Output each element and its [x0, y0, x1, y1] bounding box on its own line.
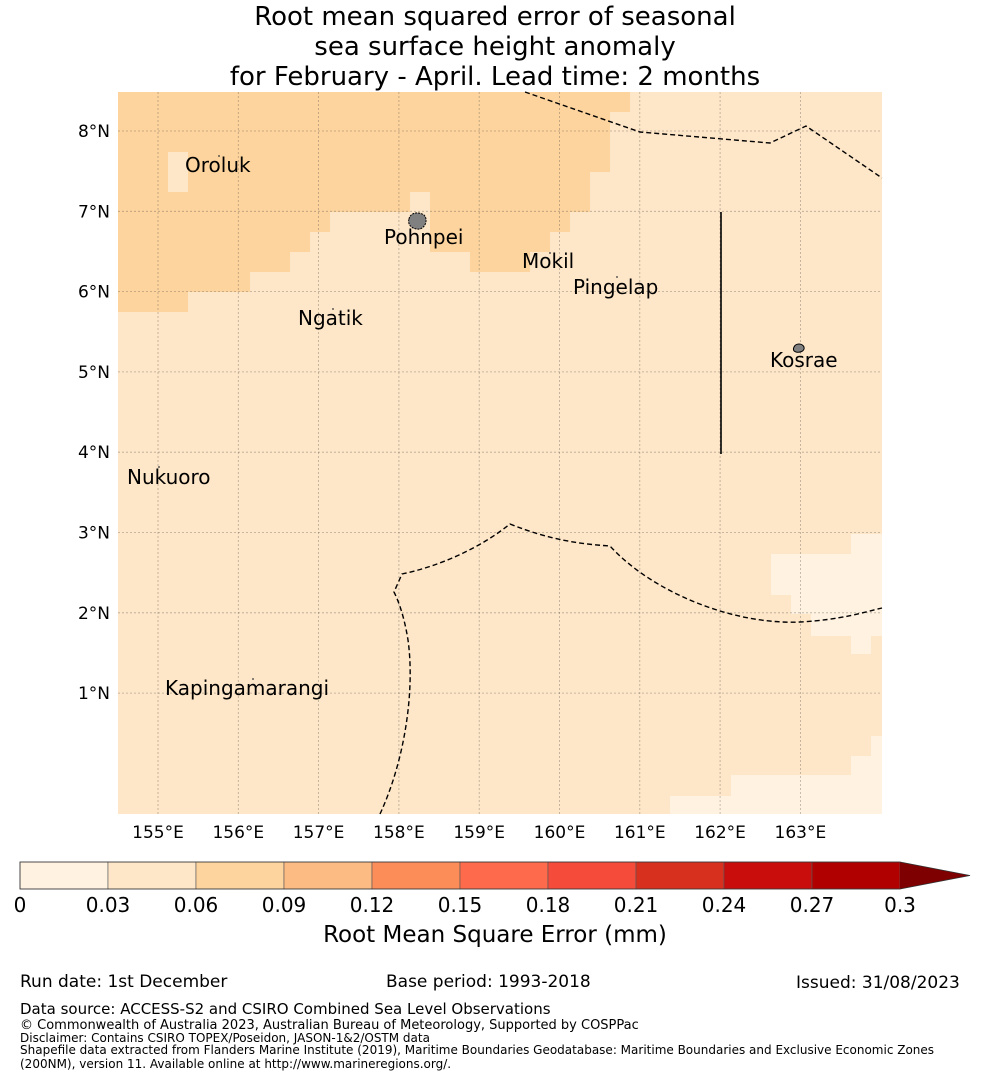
colorbar-segment	[283, 861, 373, 890]
mokil-island	[549, 252, 551, 254]
kapingamarangi-island	[252, 678, 254, 680]
colorbar-segment	[723, 861, 813, 890]
colorbar-tick-label: 0.12	[350, 893, 395, 917]
colorbar-segment	[195, 861, 285, 890]
islands	[158, 155, 805, 680]
latitude-labels: 8°N 7°N 6°N 5°N 4°N 3°N 2°N 1°N	[78, 122, 110, 704]
shapefile-credit-2: (200NM), version 11. Available online at…	[20, 1057, 452, 1071]
gridlines	[118, 92, 882, 814]
rmse-patch-pohnpei	[410, 192, 430, 212]
colorbar-segment	[19, 861, 109, 890]
lon-tick-label: 160°E	[534, 823, 586, 843]
colorbar-outline	[19, 861, 971, 890]
disclaimer: Disclaimer: Contains CSIRO TOPEX/Poseido…	[20, 1031, 430, 1045]
lat-tick-label: 7°N	[78, 202, 110, 222]
colorbar-segment	[547, 861, 637, 890]
pingelap-island	[616, 276, 618, 278]
colorbar-segment	[459, 861, 549, 890]
colorbar-label: Root Mean Square Error (mm)	[323, 922, 667, 948]
rmse-region-lightest-east	[771, 534, 882, 654]
lat-tick-label: 5°N	[78, 363, 110, 383]
colorbar	[19, 861, 971, 890]
boundary-south-arc	[379, 523, 883, 815]
rmse-patch-south-west	[670, 796, 731, 814]
label-oroluk: Oroluk	[185, 153, 251, 177]
lon-tick-label: 163°E	[775, 823, 827, 843]
lon-tick-label: 157°E	[293, 823, 345, 843]
colorbar-tick-label: 0.18	[526, 893, 571, 917]
lon-tick-label: 155°E	[132, 823, 184, 843]
lon-tick-label: 159°E	[453, 823, 505, 843]
colorbar-tick-label: 0.09	[262, 893, 307, 917]
chart-title: Root mean squared error of seasonal sea …	[0, 2, 990, 92]
title-line-2: sea surface height anomaly	[314, 32, 676, 62]
colorbar-tick-label: 0.03	[86, 893, 131, 917]
colorbar-segment	[371, 861, 461, 890]
copyright: © Commonwealth of Australia 2023, Austra…	[20, 1018, 639, 1033]
lon-tick-label: 162°E	[694, 823, 746, 843]
label-mokil: Mokil	[522, 249, 574, 273]
boundary-north	[524, 91, 883, 179]
ngatik-island	[332, 308, 334, 310]
rmse-region-mid	[118, 92, 630, 312]
colorbar-tick-label: 0.15	[438, 893, 483, 917]
title-line-3: for February - April. Lead time: 2 month…	[229, 62, 761, 92]
lat-tick-label: 2°N	[78, 604, 110, 624]
lon-tick-label: 161°E	[614, 823, 666, 843]
map-figure: Oroluk Pohnpei Mokil Pingelap Ngatik Kos…	[14, 91, 971, 917]
issued-date: Issued: 31/08/2023	[796, 973, 960, 993]
colorbar-segment	[635, 861, 725, 890]
oroluk-island	[218, 155, 220, 157]
title-line-1: Root mean squared error of seasonal	[254, 2, 736, 32]
colorbar-tick-labels: 0 0.03 0.06 0.09 0.12 0.15 0.18 0.21 0.24 0.27 0.3	[14, 893, 916, 917]
colorbar-tick-label: 0.24	[702, 893, 747, 917]
lat-tick-label: 3°N	[78, 524, 110, 544]
rmse-patch-oroluk	[168, 152, 188, 192]
colorbar-tick-label: 0.21	[614, 893, 659, 917]
label-kapingamarangi: Kapingamarangi	[165, 676, 329, 700]
longitude-labels: 155°E 156°E 157°E 158°E 159°E 160°E 161°E 162°E…	[132, 823, 826, 843]
kosrae-island	[792, 343, 805, 353]
nukuoro-island	[158, 466, 160, 468]
run-date: Run date: 1st December	[20, 972, 228, 992]
colorbar-segment	[107, 861, 197, 890]
lat-tick-label: 1°N	[78, 684, 110, 704]
map-panel: Oroluk Pohnpei Mokil Pingelap Ngatik Kos…	[78, 91, 883, 843]
pohnpei-island	[408, 212, 427, 230]
rmse-region-lightest-south	[731, 736, 882, 814]
label-pingelap: Pingelap	[573, 275, 658, 299]
colorbar-tick-label: 0.27	[790, 893, 835, 917]
lat-tick-label: 4°N	[78, 443, 110, 463]
colorbar-segment	[811, 861, 901, 890]
colorbar-tick-label: 0.3	[884, 893, 916, 917]
label-ngatik: Ngatik	[298, 306, 363, 330]
data-source: Data source: ACCESS-S2 and CSIRO Combine…	[20, 1000, 551, 1018]
label-nukuoro: Nukuoro	[127, 465, 211, 489]
maritime-boundaries	[379, 91, 883, 815]
colorbar-extend-arrow	[900, 862, 970, 889]
label-pohnpei: Pohnpei	[384, 225, 464, 249]
label-kosrae: Kosrae	[770, 348, 838, 372]
lat-tick-label: 6°N	[78, 283, 110, 303]
place-labels: Oroluk Pohnpei Mokil Pingelap Ngatik Kos…	[127, 153, 838, 700]
lon-tick-label: 158°E	[373, 823, 425, 843]
lat-tick-label: 8°N	[78, 122, 110, 142]
colorbar-tick-label: 0.06	[174, 893, 219, 917]
base-period: Base period: 1993-2018	[386, 972, 591, 992]
shapefile-credit-1: Shapefile data extracted from Flanders M…	[20, 1043, 935, 1057]
lon-tick-label: 156°E	[212, 823, 264, 843]
colorbar-tick-label: 0	[14, 893, 27, 917]
